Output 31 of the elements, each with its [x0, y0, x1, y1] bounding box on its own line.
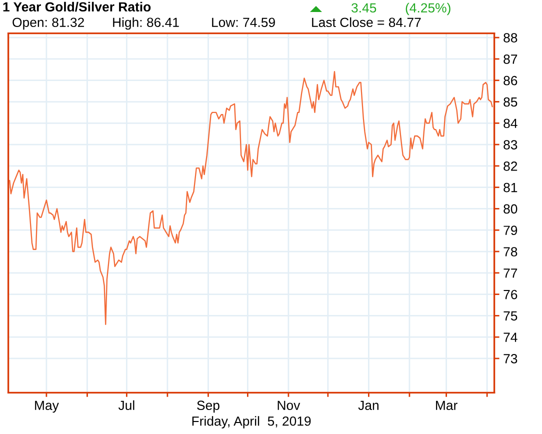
y-tick-label: 83 [504, 140, 518, 150]
x-axis-title: Friday, April 5, 2019 [192, 416, 311, 428]
text: Open: 81.32 [12, 18, 84, 30]
y-tick-label: 88 [504, 33, 518, 42]
text: High: 86.41 [113, 17, 179, 30]
x-tick-label: May [35, 400, 59, 413]
text: Last Close = 84.77 [312, 17, 421, 28]
y-tick-label: 82 [504, 162, 518, 171]
text: (4.25%) [406, 2, 450, 16]
y-tick-label: 86 [504, 76, 518, 86]
y-tick-label: 79 [504, 226, 518, 236]
y-tick-label: 80 [504, 204, 518, 214]
y-tick-label: 87 [504, 54, 518, 64]
y-tick-label: 73 [504, 354, 518, 364]
line-series [9, 71, 493, 326]
x-tick-label: Mar [436, 400, 458, 410]
y-tick-label: 76 [504, 290, 518, 300]
y-tick-label: 85 [504, 97, 518, 107]
y-tick-label: 81 [504, 182, 518, 192]
y-tick-label: 74 [504, 332, 518, 342]
text: Low: 74.59 [212, 18, 275, 28]
x-tick-label: Jan [358, 400, 378, 410]
y-tick-label: 75 [504, 311, 518, 321]
chart-title: 1 Year Gold/Silver Ratio [3, 2, 151, 12]
x-tick-label: Sep [197, 400, 220, 413]
y-tick-label: 84 [504, 118, 518, 128]
x-tick-label: Jul [118, 400, 134, 410]
y-tick-label: 78 [504, 247, 518, 256]
x-tick-label: Nov [278, 400, 300, 410]
y-tick-label: 77 [504, 268, 518, 278]
text: 3.45 [352, 3, 376, 13]
